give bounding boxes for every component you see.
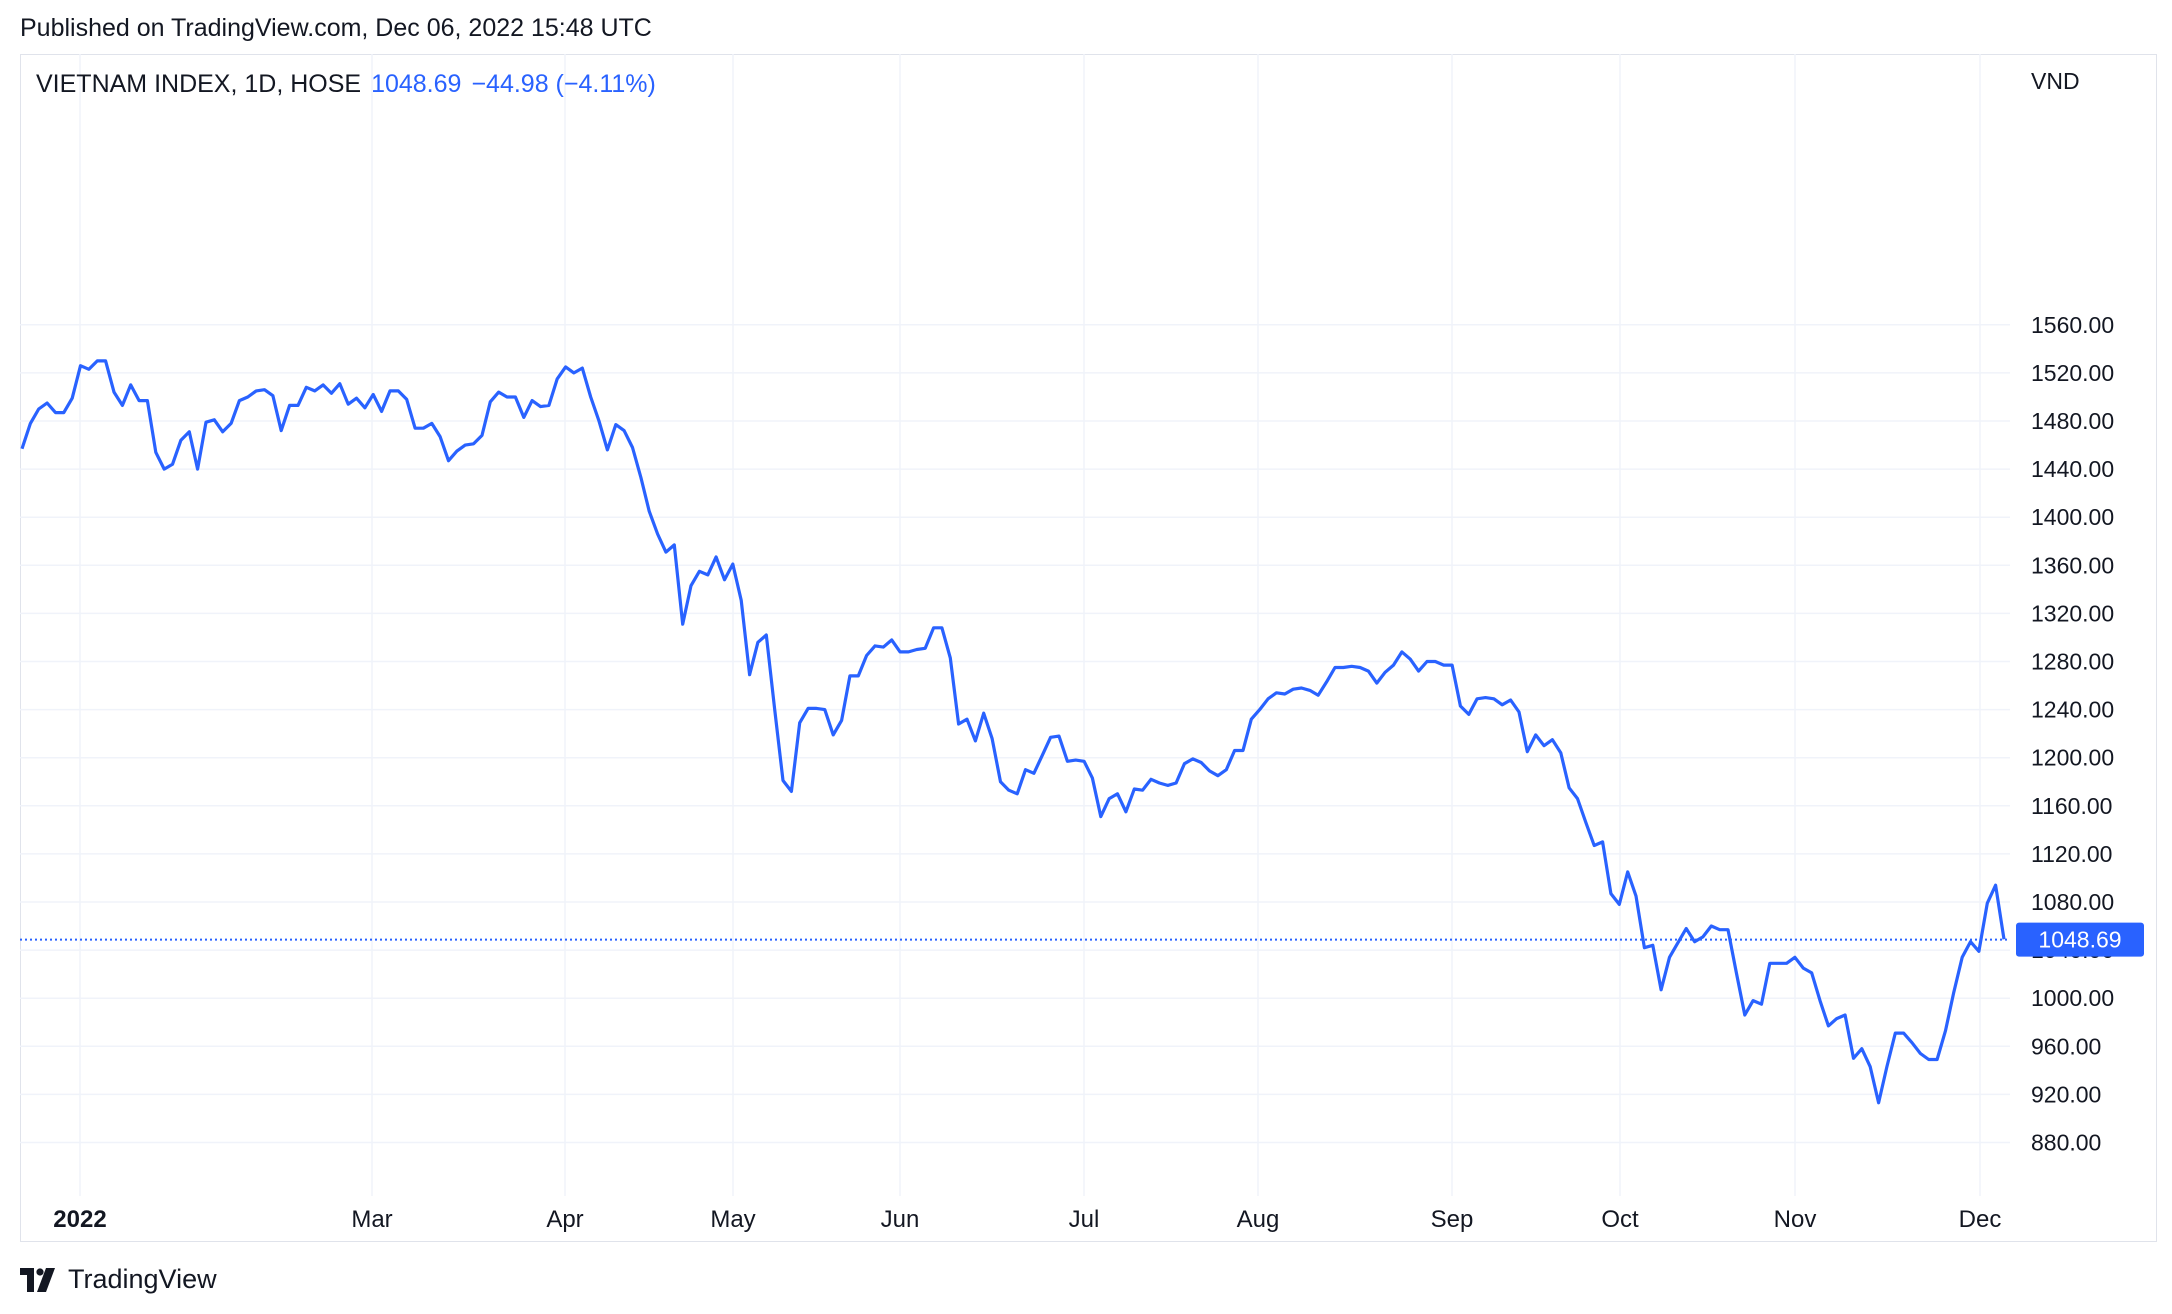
last-price-label: 1048.69 [2038,927,2121,953]
price-change: −44.98 (−4.11%) [471,70,656,98]
x-tick-label: Aug [1237,1206,1280,1233]
y-tick-label: 1160.00 [2031,793,2112,819]
currency-label: VND [2031,68,2080,94]
y-tick-label: 1480.00 [2031,408,2114,434]
y-tick-label: 1240.00 [2031,697,2114,723]
y-tick-label: 1320.00 [2031,600,2114,626]
brand-name: TradingView [68,1264,217,1294]
x-tick-label: Oct [1601,1206,1639,1233]
y-tick-label: 1440.00 [2031,456,2114,482]
x-tick-label: Dec [1959,1206,2002,1233]
x-tick-label: Jul [1069,1206,1100,1233]
grid-lines [20,54,2010,1196]
y-axis: 1560.00 1520.00 1480.00 1440.00 1400.00 1360.… [2031,312,2114,1156]
published-caption: Published on TradingView.com, Dec 06, 20… [20,14,652,42]
tradingview-logo[interactable]: TradingView [20,1264,217,1295]
x-tick-label: 2022 [53,1206,106,1233]
y-tick-label: 1000.00 [2031,985,2114,1011]
y-tick-label: 1400.00 [2031,504,2114,530]
x-tick-label: Apr [546,1206,583,1233]
y-tick-label: 1080.00 [2031,889,2114,915]
y-tick-label: 960.00 [2031,1033,2101,1059]
y-tick-label: 920.00 [2031,1081,2101,1107]
x-tick-label: Jun [881,1206,920,1233]
x-axis: 2022 Mar Apr May Jun Jul Aug Sep Oct Nov Dec [53,1206,2001,1233]
y-tick-label: 880.00 [2031,1130,2101,1156]
x-tick-label: Sep [1431,1206,1474,1233]
x-tick-label: Nov [1774,1206,1817,1233]
tradingview-logo-icon [20,1267,55,1292]
chart-frame [20,54,2157,1242]
y-tick-label: 1360.00 [2031,552,2114,578]
x-tick-label: Mar [351,1206,392,1233]
price-series-line [20,359,2006,1105]
y-tick-label: 1120.00 [2031,841,2112,867]
y-tick-label: 1560.00 [2031,312,2114,338]
last-price-badge: 1048.69 [2016,922,2144,957]
y-tick-label: 1520.00 [2031,360,2114,386]
symbol-legend: VIETNAM INDEX, 1D, HOSE 1048.69 −44.98 (−4… [36,70,656,99]
x-tick-label: May [710,1206,755,1233]
last-value: 1048.69 [371,70,462,98]
y-tick-label: 1280.00 [2031,649,2114,675]
symbol-name: VIETNAM INDEX, 1D, HOSE [36,70,362,98]
y-tick-label: 1200.00 [2031,745,2114,771]
